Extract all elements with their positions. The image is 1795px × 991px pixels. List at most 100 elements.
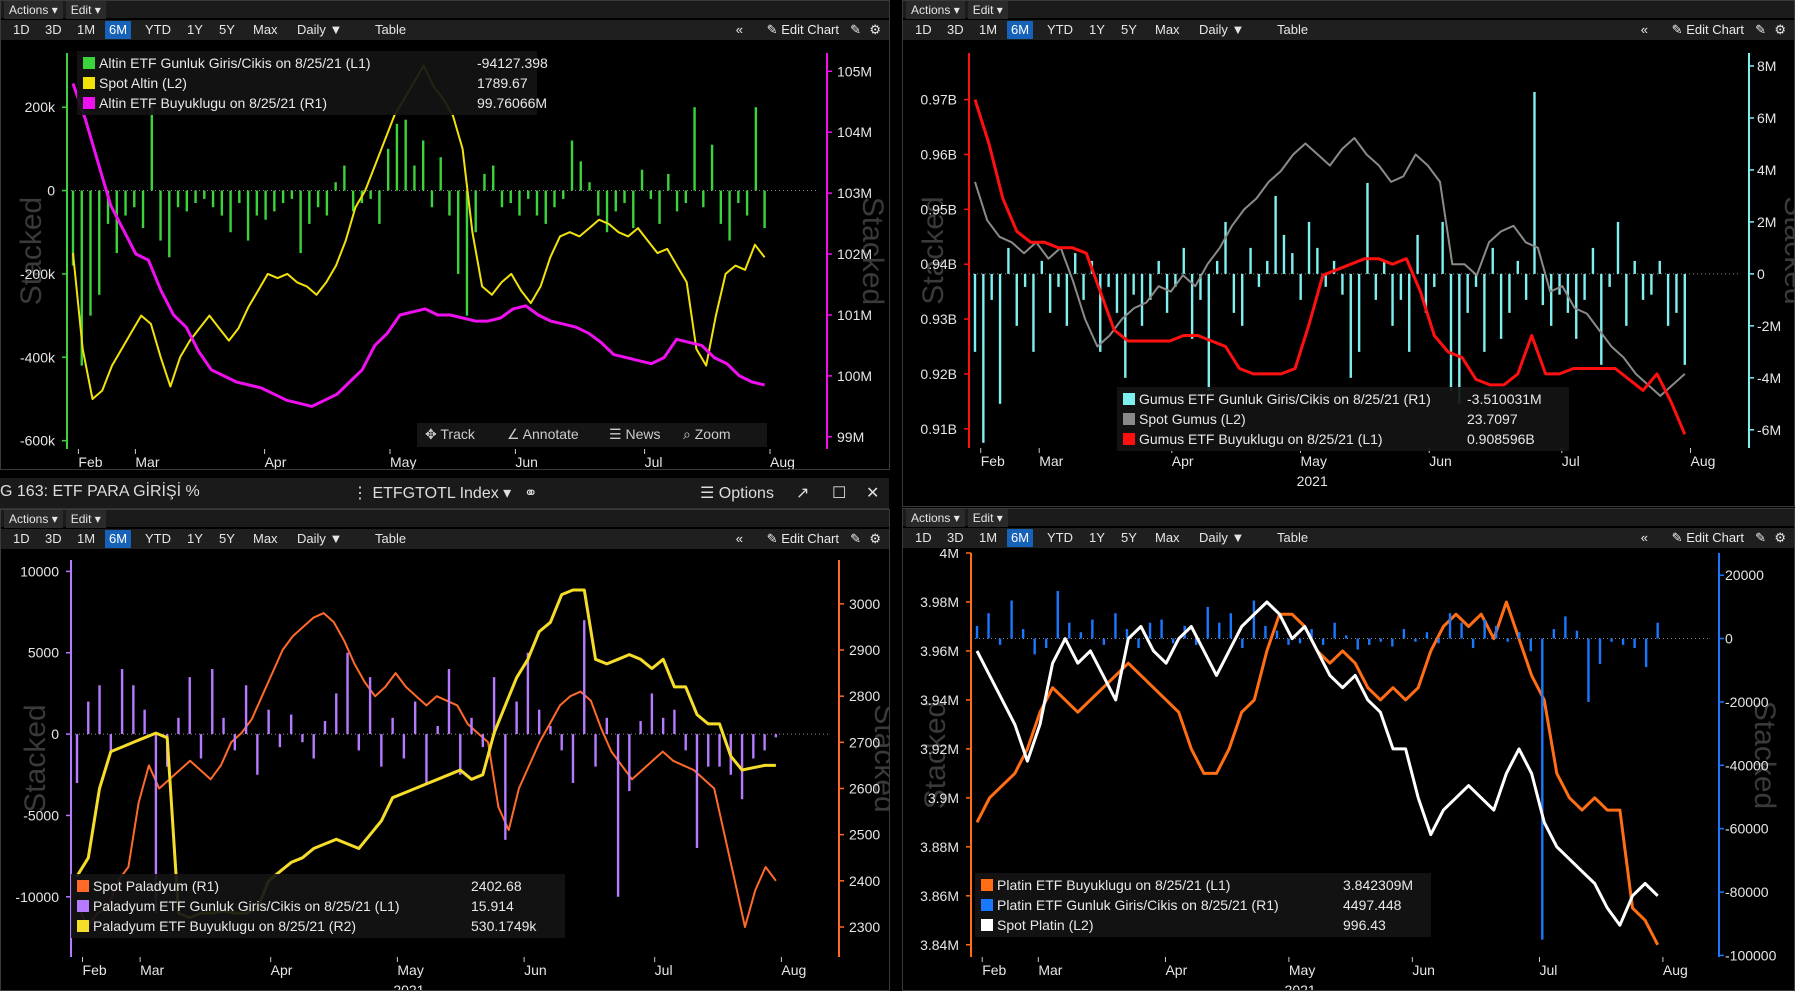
- range-button-ytd[interactable]: YTD: [1047, 530, 1073, 545]
- period-dropdown[interactable]: Daily ▼: [297, 22, 343, 37]
- legend-name: Spot Gumus (L2): [1139, 411, 1246, 427]
- legend-gold: Altin ETF Gunluk Giris/Cikis on 8/25/21 …: [77, 51, 548, 115]
- range-button-max[interactable]: Max: [1155, 530, 1180, 545]
- actions-label: Actions: [9, 3, 49, 17]
- close-icon[interactable]: ✕: [866, 485, 880, 502]
- edit-chart-button[interactable]: ✎ Edit Chart: [767, 530, 839, 548]
- actions-menu[interactable]: Actions ▾: [906, 1, 965, 19]
- range-button-ytd[interactable]: YTD: [145, 22, 171, 37]
- flow-bar: [413, 701, 417, 735]
- gear-icon[interactable]: ⚙: [869, 531, 881, 546]
- flow-bar: [987, 613, 990, 639]
- flow-bar: [544, 190, 547, 224]
- collapse-icon[interactable]: «: [1640, 22, 1648, 37]
- edit-chart-button[interactable]: ✎ Edit Chart: [767, 21, 839, 39]
- index-field[interactable]: ⋮ ETFGTOTL Index ▾: [352, 485, 512, 502]
- flow-bar: [1333, 622, 1336, 639]
- range-button-6m[interactable]: 6M: [1007, 529, 1034, 547]
- range-button-1d[interactable]: 1D: [13, 22, 30, 37]
- link-icon[interactable]: ⚭: [524, 485, 538, 502]
- table-button[interactable]: Table: [375, 531, 407, 546]
- news-button[interactable]: ☰ News: [609, 426, 661, 442]
- x-tick-label: Feb: [78, 454, 102, 469]
- flow-bar: [474, 190, 477, 233]
- period-dropdown[interactable]: Daily ▼: [297, 531, 343, 546]
- gear-icon[interactable]: ⚙: [1774, 530, 1786, 545]
- collapse-icon[interactable]: «: [735, 22, 743, 37]
- gear-icon[interactable]: ⚙: [1774, 22, 1786, 37]
- range-button-5y[interactable]: 5Y: [1121, 530, 1137, 545]
- popout-icon[interactable]: ↗: [796, 485, 810, 502]
- table-button[interactable]: Table: [1277, 22, 1309, 37]
- table-button[interactable]: Table: [1277, 530, 1309, 545]
- annotate-button[interactable]: ∠ Annotate: [507, 426, 579, 442]
- edit-chart-button[interactable]: ✎ Edit Chart: [1672, 21, 1744, 39]
- zoom-button[interactable]: ⌕ Zoom: [683, 426, 731, 442]
- edit-menu[interactable]: Edit ▾: [65, 510, 106, 528]
- range-button-6m[interactable]: 6M: [1007, 21, 1034, 39]
- range-button-3d[interactable]: 3D: [45, 531, 62, 546]
- gear-icon[interactable]: ⚙: [869, 22, 881, 37]
- flow-bar: [549, 725, 552, 735]
- table-button[interactable]: Table: [375, 22, 407, 37]
- period-dropdown[interactable]: Daily ▼: [1199, 22, 1245, 37]
- actions-menu[interactable]: Actions ▾: [4, 510, 63, 528]
- edit-menu[interactable]: Edit ▾: [967, 509, 1008, 527]
- range-button-5y[interactable]: 5Y: [1121, 22, 1137, 37]
- range-button-1m[interactable]: 1M: [979, 530, 998, 545]
- range-button-1y[interactable]: 1Y: [187, 531, 203, 546]
- draw-icon[interactable]: ✎: [1755, 530, 1766, 545]
- range-button-ytd[interactable]: YTD: [1047, 22, 1073, 37]
- collapse-icon[interactable]: «: [1640, 530, 1648, 545]
- flow-bar: [143, 709, 146, 735]
- range-button-6m[interactable]: 6M: [105, 530, 132, 548]
- track-button[interactable]: ✥ Track: [425, 426, 475, 442]
- stacked-watermark-left: Stacked: [917, 196, 950, 304]
- range-button-1m[interactable]: 1M: [77, 531, 96, 546]
- actions-menu[interactable]: Actions ▾: [906, 509, 965, 527]
- range-button-1m[interactable]: 1M: [77, 22, 96, 37]
- draw-icon[interactable]: ✎: [850, 22, 861, 37]
- range-button-1y[interactable]: 1Y: [1089, 530, 1105, 545]
- flow-bar: [447, 669, 451, 735]
- range-button-1d[interactable]: 1D: [915, 22, 932, 37]
- flow-bar: [115, 190, 118, 254]
- range-button-1y[interactable]: 1Y: [187, 22, 203, 37]
- range-button-1y[interactable]: 1Y: [1089, 22, 1105, 37]
- flow-bar: [1549, 273, 1553, 326]
- options-button[interactable]: ☰ Options: [700, 483, 774, 503]
- range-button-1m[interactable]: 1M: [979, 22, 998, 37]
- edit-chart-button[interactable]: ✎ Edit Chart: [1672, 529, 1744, 547]
- range-button-3d[interactable]: 3D: [947, 530, 964, 545]
- flow-bar: [1366, 182, 1369, 274]
- range-button-5y[interactable]: 5Y: [219, 22, 235, 37]
- right-tick-label: 0: [1757, 266, 1765, 282]
- actions-menu[interactable]: Actions ▾: [4, 1, 63, 19]
- range-button-max[interactable]: Max: [253, 531, 278, 546]
- flow-bar: [1229, 613, 1233, 639]
- range-button-5y[interactable]: 5Y: [219, 531, 235, 546]
- range-button-3d[interactable]: 3D: [947, 22, 964, 37]
- legend-swatch: [83, 77, 95, 89]
- flow-bar: [1079, 632, 1083, 639]
- legend-swatch: [981, 919, 993, 931]
- period-dropdown[interactable]: Daily ▼: [1199, 530, 1245, 545]
- range-button-1d[interactable]: 1D: [915, 530, 932, 545]
- period-label: Daily: [1199, 530, 1228, 545]
- range-button-3d[interactable]: 3D: [45, 22, 62, 37]
- flow-bar: [693, 107, 696, 191]
- range-button-6m[interactable]: 6M: [105, 21, 132, 39]
- edit-menu[interactable]: Edit ▾: [967, 1, 1008, 19]
- draw-icon[interactable]: ✎: [850, 531, 861, 546]
- maximize-icon[interactable]: ☐: [832, 485, 847, 502]
- range-button-max[interactable]: Max: [253, 22, 278, 37]
- edit-menu[interactable]: Edit ▾: [65, 1, 106, 19]
- flow-bar: [537, 709, 541, 735]
- range-button-ytd[interactable]: YTD: [145, 531, 171, 546]
- draw-icon[interactable]: ✎: [1755, 22, 1766, 37]
- range-button-1d[interactable]: 1D: [13, 531, 30, 546]
- collapse-icon[interactable]: «: [735, 531, 743, 546]
- stacked-watermark-right: Stacked: [856, 197, 889, 305]
- range-button-max[interactable]: Max: [1155, 22, 1180, 37]
- flow-bar: [1424, 273, 1428, 313]
